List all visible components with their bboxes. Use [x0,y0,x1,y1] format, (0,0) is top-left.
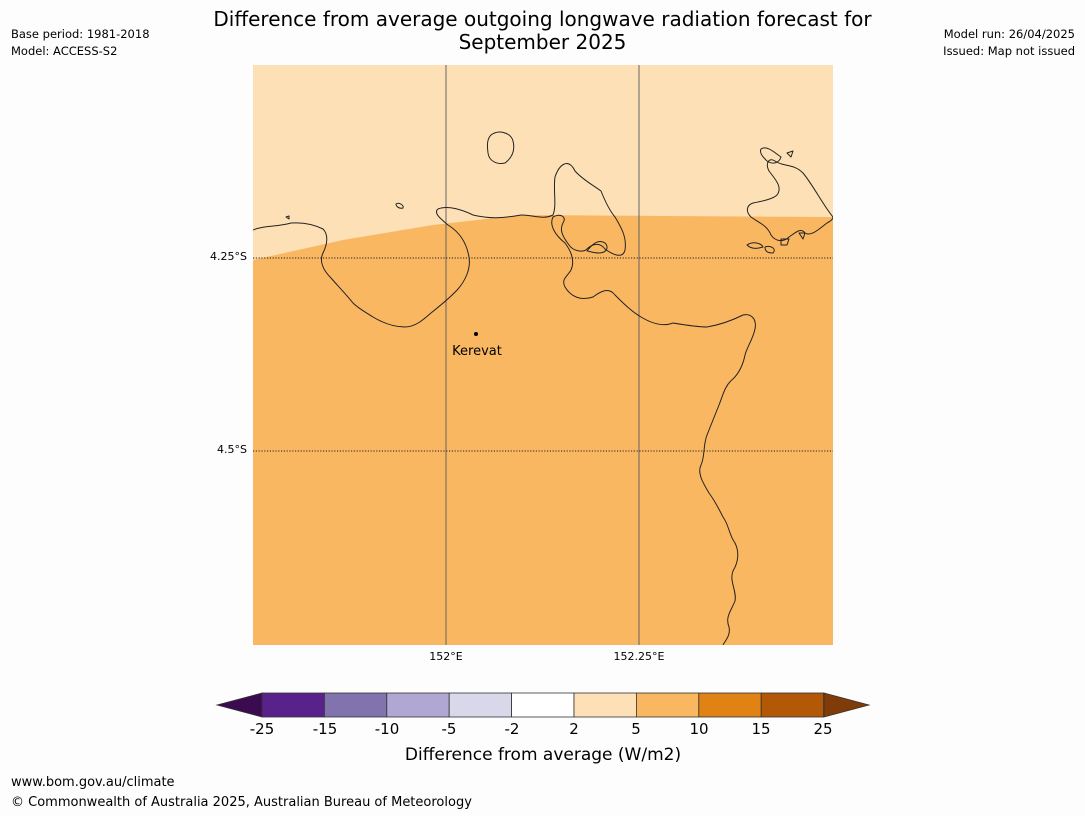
islet [786,150,794,158]
map-panel: Kerevat [253,65,833,645]
colorbar-bins [261,692,825,718]
colorbar-tick: 5 [631,720,641,738]
kerevat-label: Kerevat [452,344,502,359]
kerevat-marker [474,332,478,336]
colorbar-tick: -25 [249,720,275,738]
latitude-label: 4.25°S [210,250,247,263]
coastline-east-lobe [586,240,608,254]
islet [764,246,775,254]
issued-status: Issued: Map not issued [943,44,1075,58]
coastline-north-islet [486,131,515,164]
islet [746,242,764,249]
latitude-label: 4.5°S [217,443,247,456]
base-period: Base period: 1981-2018 [11,27,150,41]
colorbar-bin [760,692,825,718]
meta-right: Model run: 26/04/2025 Issued: Map not is… [943,26,1075,60]
footer-url[interactable]: www.bom.gov.au/climate [11,775,175,790]
colorbar-bin [386,692,450,718]
colorbar-bin [511,692,575,718]
colorbar [215,692,871,718]
colorbar-bin [698,692,762,718]
coastline-west-lobe [253,207,522,328]
colorbar-bin [261,692,325,718]
islet [760,147,782,164]
colorbar-tick: -5 [441,720,457,738]
colorbar-bin [448,692,512,718]
region-fill-north [253,65,833,260]
islet [780,238,790,246]
colorbar-tick: 2 [569,720,579,738]
colorbar-tick: 15 [751,720,771,738]
coastline-group [253,131,833,645]
meta-left: Base period: 1981-2018 Model: ACCESS-S2 [11,26,150,60]
map-title-line1: Difference from average outgoing longwav… [213,7,872,31]
map-title: Difference from average outgoing longwav… [180,8,905,54]
islet [285,215,290,220]
model-run: Model run: 26/04/2025 [943,27,1075,41]
colorbar-bin [573,692,637,718]
colorbar-bin [635,692,700,718]
longitude-label: 152.25°E [613,650,665,663]
model-name: Model: ACCESS-S2 [11,44,118,58]
footer-copyright: © Commonwealth of Australia 2025, Austra… [11,795,472,810]
colorbar-over [823,692,871,718]
colorbar-tick: -15 [312,720,338,738]
longitude-label: 152°E [429,650,463,663]
colorbar-under [215,692,263,718]
map-canvas: Kerevat [253,65,833,645]
colorbar-tick: 25 [813,720,833,738]
colorbar-tick: 10 [689,720,709,738]
map-title-line2: September 2025 [458,30,627,54]
colorbar-bin [324,692,388,718]
colorbar-title: Difference from average (W/m2) [404,745,682,765]
colorbar-tick: -2 [504,720,520,738]
coastline-central-peninsula [520,163,756,645]
colorbar-tick: -10 [374,720,400,738]
islet [395,202,404,209]
islet [798,232,806,240]
